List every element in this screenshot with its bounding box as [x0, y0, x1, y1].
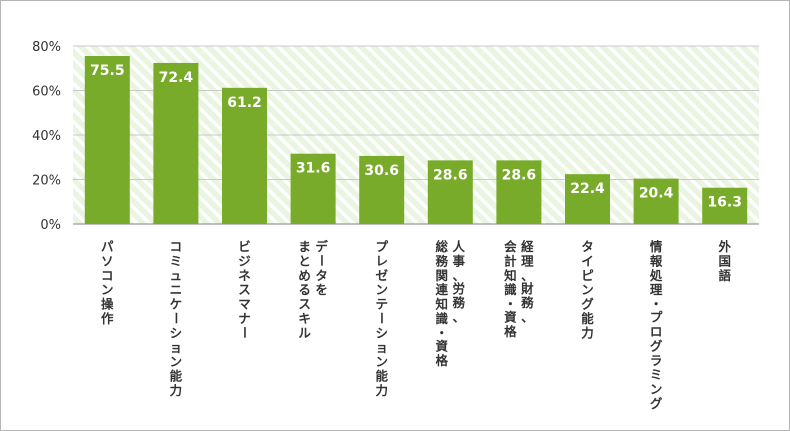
category-label: まとめるスキル: [298, 239, 311, 340]
bar: [359, 155, 405, 224]
bar: [290, 153, 336, 224]
bar: [84, 56, 130, 225]
data-label: 30.6: [364, 163, 399, 179]
bar: [496, 160, 542, 224]
y-tick-label: 0%: [40, 218, 61, 233]
y-axis: 0% 20% 40% 60% 80%: [32, 40, 61, 233]
bar: [153, 62, 199, 224]
data-label: 28.6: [502, 167, 537, 183]
y-tick-label: 60%: [32, 85, 61, 100]
y-tick-label: 80%: [32, 40, 61, 55]
y-tick-label: 20%: [32, 174, 61, 189]
data-label: 31.6: [296, 161, 331, 177]
category-label: プレゼンテション能力: [375, 239, 388, 398]
category-label-glyph: ー: [237, 326, 252, 339]
bar: [565, 174, 610, 224]
category-label: 総務関連知識・資格: [435, 239, 449, 368]
category-label: コミュニケション能力: [170, 239, 183, 398]
category-label-glyph: ー: [168, 312, 183, 325]
bars: [84, 56, 748, 225]
y-tick-label: 40%: [32, 129, 61, 144]
data-label: 61.2: [227, 95, 262, 111]
data-label: 22.4: [570, 181, 605, 197]
data-label: 20.4: [639, 186, 674, 202]
bar: [633, 178, 679, 224]
category-label: パソコン操作: [101, 239, 114, 326]
category-label: 情報処理・プログラミング: [649, 239, 663, 411]
bar: [702, 187, 748, 224]
data-label: 28.6: [433, 167, 468, 183]
data-label: 16.3: [707, 195, 742, 211]
bar: [427, 160, 473, 224]
category-label: タイピング能力: [581, 239, 594, 340]
category-label: 人事、労務、: [453, 239, 466, 325]
category-label: 会計知識・資格: [503, 239, 517, 339]
data-labels: 75.5 72.4 61.2 31.6 30.6 28.6 28.6 22.4 20.4 16.3: [90, 63, 742, 211]
data-label: 72.4: [159, 70, 194, 86]
category-label: デタを: [315, 239, 328, 297]
category-label: 外国語: [717, 239, 731, 283]
category-labels: パソコン操作コミュニケション能力ービジネスマナーデタをーまとめるスキルプレゼンテ…: [101, 239, 731, 411]
data-label: 75.5: [90, 63, 125, 79]
category-label-glyph: ー: [374, 312, 389, 325]
bar: [222, 87, 267, 224]
category-label: ビジネスマナ: [238, 239, 251, 326]
category-label-glyph: ー: [314, 254, 329, 267]
category-label: 経理、財務、: [520, 239, 534, 325]
